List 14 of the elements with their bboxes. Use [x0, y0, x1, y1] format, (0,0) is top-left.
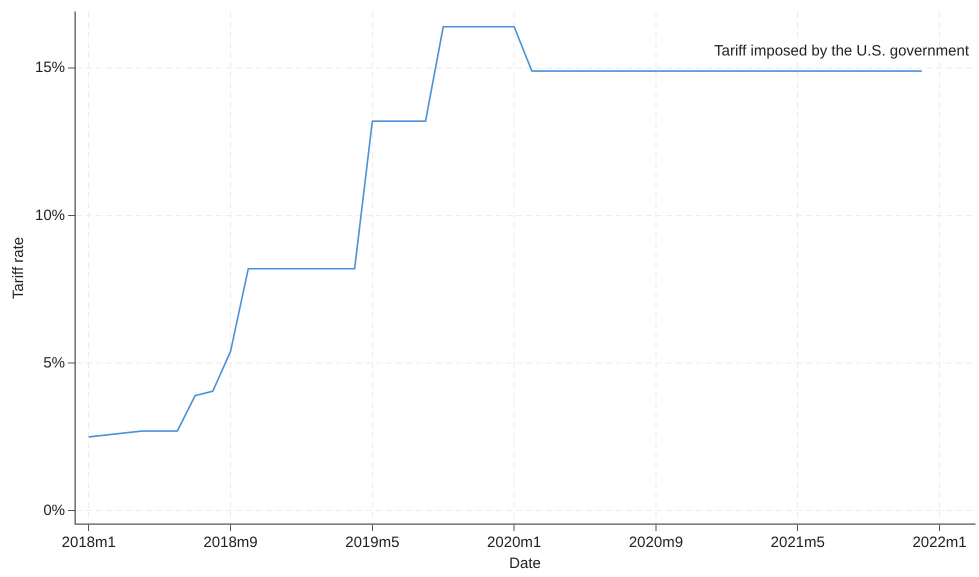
y-axis-title: Tariff rate	[10, 236, 28, 300]
y-tick-label: 0%	[43, 502, 66, 519]
x-tick-label: 2022m1	[912, 534, 967, 552]
y-tick-label: 10%	[34, 206, 66, 224]
x-tick-label: 2019m5	[345, 534, 400, 552]
y-tick-label: 5%	[43, 354, 66, 372]
series-label: Tariff imposed by the U.S. government	[714, 42, 970, 60]
x-tick-label: 2020m9	[628, 534, 684, 552]
x-tick-label: 2018m9	[203, 534, 258, 552]
x-tick-label: 2020m1	[487, 534, 542, 552]
x-tick-label: 2021m5	[770, 534, 825, 552]
y-tick-label: 15%	[34, 59, 66, 76]
x-tick-label: 2018m1	[62, 534, 116, 552]
x-axis-title: Date	[509, 555, 541, 572]
